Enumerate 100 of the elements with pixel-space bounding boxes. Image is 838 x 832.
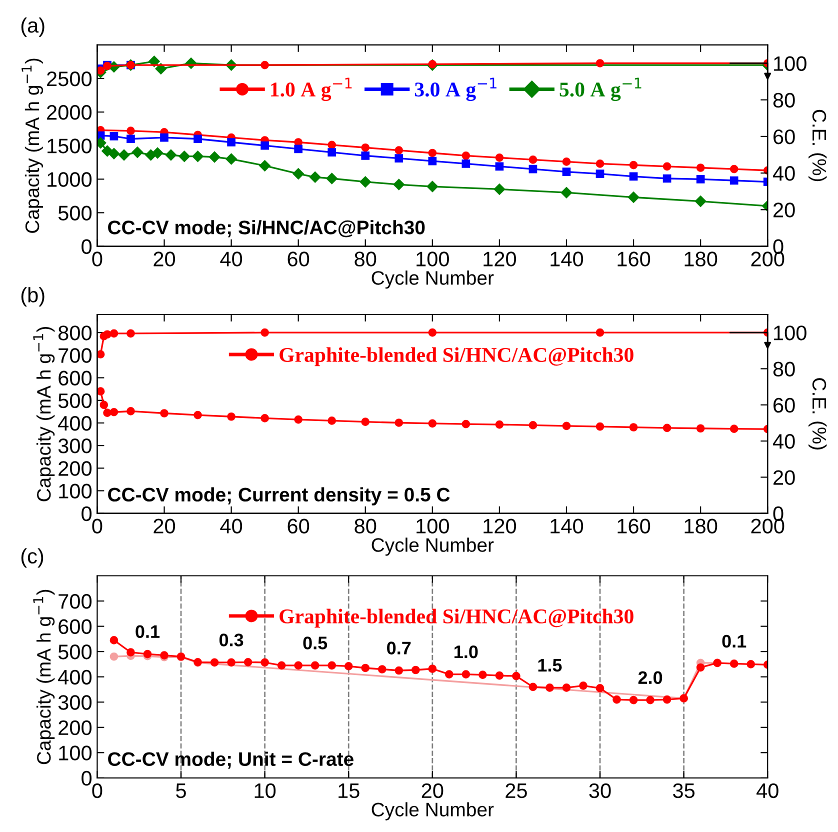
x-tick-label: 60 [288,518,310,534]
point [118,149,130,161]
point [662,424,672,432]
point [662,174,672,183]
point [495,162,504,171]
point [227,412,236,421]
x-tick-label: 35 [673,783,695,798]
point [629,423,638,432]
point [326,172,338,184]
y2-tick-label: 80 [773,92,795,108]
point [294,144,302,154]
point [102,145,113,157]
y-tick-label: 700 [58,348,92,363]
point [528,421,538,430]
point [160,409,168,418]
legend-label: 1.0 A g$^{−1}$ [271,78,352,101]
annotation: CC-CV mode; Current density = 0.5 C [108,487,450,506]
point [292,168,304,180]
chart-title: (c) [21,548,44,568]
y-tick-label: 600 [58,619,92,634]
x-tick-label: 100 [416,518,449,534]
point [562,422,571,430]
x-tick-label: 40 [220,518,242,534]
point [226,153,237,165]
point [411,666,420,674]
point [294,661,302,670]
x-tick-label: 200 [751,252,784,266]
point [103,330,112,339]
point [378,665,386,674]
point [629,160,638,170]
annotation: 1.5 [538,659,562,672]
y2-tick-label: 100 [774,326,806,340]
point [596,160,604,168]
point [110,652,118,661]
y-tick-label: 400 [58,416,92,431]
x-tick-label: 40 [220,252,242,266]
point [126,407,135,416]
y2-tick-label: 80 [773,362,795,376]
x-axis-title: Cycle Number [372,538,494,556]
y2-axis-title: C.E. (%) [808,110,827,182]
y-tick-label: 1000 [48,172,92,187]
point [662,162,672,171]
y-tick-label: 100 [59,484,92,498]
point [495,154,504,162]
point [495,420,504,429]
point [730,424,738,433]
x-axis-title: Cycle Number [372,270,494,289]
point [579,682,588,690]
point [462,670,470,678]
point [361,664,370,672]
y-tick-label: 100 [59,746,92,760]
x-tick-label: 0 [92,783,102,798]
point [428,328,437,337]
y2-tick-label: 40 [772,166,795,181]
point [596,170,604,178]
x-tick-label: 0 [92,518,102,534]
x-tick-label: 25 [506,783,527,798]
point [528,682,538,692]
point [192,150,204,162]
point [528,164,538,174]
x-tick-label: 80 [354,252,376,266]
point [494,184,506,195]
point [165,149,177,161]
point [194,410,202,420]
y-tick-label: 500 [58,393,92,408]
point [696,164,705,172]
x-tick-label: 5 [176,784,186,798]
point [294,415,302,424]
point [394,418,404,427]
point [696,174,705,184]
y2-tick-label: 20 [774,470,795,485]
point [730,176,738,185]
point [155,63,166,74]
point [328,148,336,156]
point [562,158,571,166]
x-tick-label: 140 [550,252,584,266]
y-tick-label: 2000 [47,105,92,120]
point [132,146,144,158]
point [596,422,604,431]
point [194,134,202,144]
legend-label: Graphite-blended Si/HNC/AC@Pitch30 [280,608,634,628]
y-tick-label: 400 [58,670,92,685]
annotation: CC-CV mode; Unit = C-rate [108,752,354,769]
point [260,658,269,667]
y-tick-label: 0 [82,770,92,786]
point [361,152,370,160]
point [612,695,621,704]
x-tick-label: 0 [92,252,102,266]
point [478,670,487,679]
x-tick-label: 30 [589,783,611,798]
point [746,660,756,668]
point [596,328,604,337]
point [344,662,353,670]
point [393,178,404,190]
annotation: 0.7 [387,642,411,654]
point [628,192,640,203]
point [328,416,336,425]
point [562,168,571,176]
point [696,424,705,433]
point [259,160,270,172]
